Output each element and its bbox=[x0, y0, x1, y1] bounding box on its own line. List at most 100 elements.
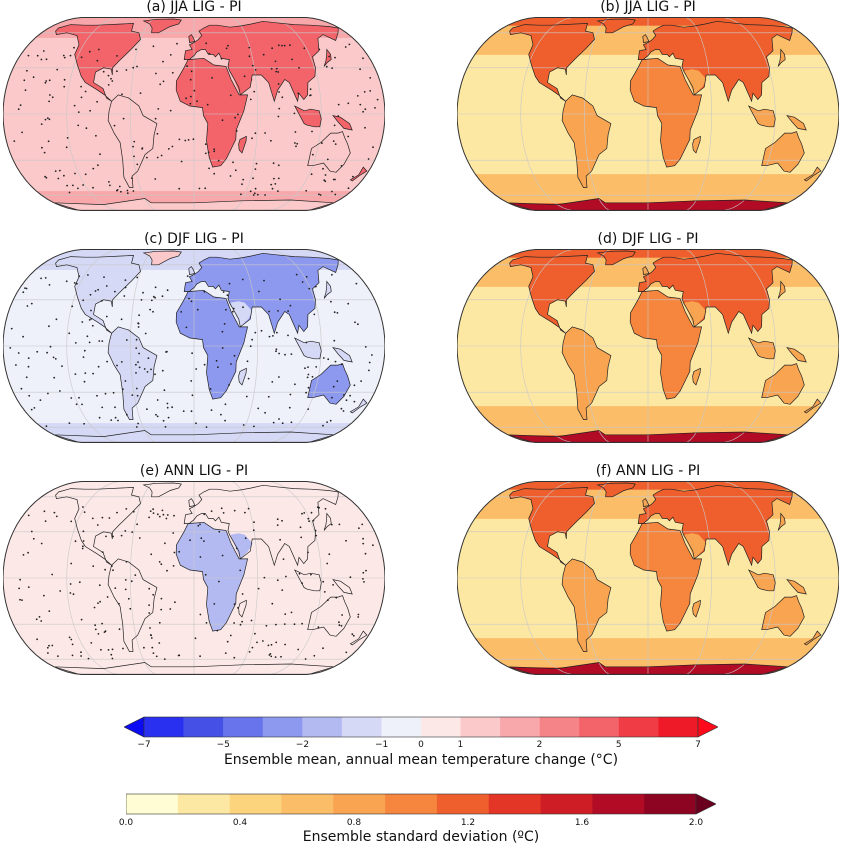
land-fill-eurasia bbox=[184, 21, 339, 102]
stipple-dot bbox=[120, 318, 123, 321]
stipple-dot bbox=[362, 578, 364, 580]
stipple-dot bbox=[118, 185, 121, 188]
stipple-dot bbox=[164, 542, 166, 545]
stipple-dot bbox=[199, 655, 202, 658]
stipple-dot bbox=[224, 403, 227, 406]
stipple-dot bbox=[263, 576, 266, 579]
land-fill-australia bbox=[761, 363, 805, 405]
stipple-dot bbox=[77, 111, 80, 113]
stipple-dot bbox=[82, 299, 85, 302]
stipple-dot bbox=[210, 409, 213, 411]
coastline-madagascar bbox=[692, 135, 701, 154]
stipple-dot bbox=[293, 623, 296, 626]
stipple-dot bbox=[88, 50, 91, 53]
stipple-dot bbox=[56, 68, 59, 71]
colorbar-swatch bbox=[281, 794, 334, 814]
stipple-dot bbox=[283, 623, 286, 625]
stipple-dot bbox=[63, 85, 66, 88]
stipple-dot bbox=[85, 127, 88, 130]
stipple-dot bbox=[198, 187, 201, 190]
stipple-dot bbox=[132, 190, 135, 192]
stipple-dot bbox=[368, 369, 370, 372]
stipple-dot bbox=[270, 655, 273, 658]
land-fill-north-america bbox=[509, 255, 595, 334]
stipple-dot bbox=[98, 340, 101, 342]
stipple-dot bbox=[177, 654, 180, 657]
stipple-dot bbox=[84, 173, 87, 176]
stipple-dot bbox=[213, 150, 216, 153]
stipple-dot bbox=[48, 100, 50, 103]
stipple-dot bbox=[154, 296, 157, 299]
stipple-dot bbox=[97, 164, 99, 167]
stipple-dot bbox=[270, 183, 273, 186]
stipple-dot bbox=[349, 576, 352, 579]
colorbar-swatch bbox=[436, 794, 490, 814]
stipple-dot bbox=[305, 275, 308, 278]
stipple-dot bbox=[283, 44, 286, 47]
map-e bbox=[3, 481, 385, 675]
stipple-dot bbox=[284, 643, 286, 646]
stipple-dot bbox=[63, 78, 66, 81]
gridline-lon bbox=[268, 249, 322, 443]
stipple-dot bbox=[97, 602, 99, 604]
stipple-dot bbox=[41, 146, 43, 149]
stipple-dot bbox=[132, 66, 135, 69]
stipple-dot bbox=[362, 537, 364, 540]
panel-title-d: (d) DJF LIG - PI bbox=[597, 231, 699, 247]
stipple-dot bbox=[228, 282, 231, 285]
stipple-dot bbox=[70, 397, 73, 399]
stipple-dot bbox=[359, 103, 362, 106]
stipple-dot bbox=[98, 584, 101, 587]
gridline-lon bbox=[268, 17, 322, 211]
stipple-dot bbox=[274, 60, 277, 63]
stipple-dot bbox=[155, 72, 157, 75]
stipple-dot bbox=[152, 310, 154, 313]
map-outline bbox=[457, 249, 839, 443]
map-d bbox=[457, 249, 839, 443]
stipple-dot bbox=[166, 569, 168, 572]
stipple-dot bbox=[351, 633, 354, 636]
stipple-dot bbox=[97, 288, 99, 291]
colorbar-swatch bbox=[540, 794, 593, 814]
stipple-dot bbox=[133, 140, 136, 143]
stipple-dot bbox=[110, 419, 113, 421]
coastline-new-guinea bbox=[786, 347, 807, 363]
stipple-dot bbox=[80, 618, 83, 621]
coastline-new-guinea bbox=[786, 579, 807, 595]
stipple-dot bbox=[326, 158, 329, 161]
stipple-dot bbox=[105, 535, 107, 538]
stipple-dot bbox=[146, 371, 149, 373]
stipple-dot bbox=[303, 512, 306, 514]
colorbar-mean-tick: 1 bbox=[457, 740, 464, 750]
stipple-dot bbox=[234, 116, 237, 119]
stipple-dot bbox=[93, 606, 96, 609]
colorbar-swatch bbox=[183, 717, 224, 737]
stipple-dot bbox=[80, 85, 82, 88]
stipple-dot bbox=[163, 658, 166, 660]
stipple-dot bbox=[82, 356, 85, 358]
stipple-dot bbox=[196, 308, 199, 311]
stipple-dot bbox=[272, 162, 275, 165]
stipple-dot bbox=[333, 339, 336, 342]
stipple-dot bbox=[275, 70, 278, 73]
stipple-dot bbox=[53, 511, 56, 514]
stipple-dot bbox=[48, 284, 51, 286]
colorbar-swatch bbox=[262, 717, 303, 737]
stipple-dot bbox=[318, 193, 320, 196]
stipple-dot bbox=[106, 596, 109, 598]
stipple-dot bbox=[334, 178, 336, 181]
land-fill-indonesia bbox=[294, 338, 322, 359]
stipple-dot bbox=[83, 349, 86, 352]
stipple-dot bbox=[332, 385, 335, 388]
coastline-north-america bbox=[509, 23, 595, 102]
land-fill-south-america bbox=[562, 94, 611, 188]
gridline-lon bbox=[685, 17, 713, 211]
stipple-dot bbox=[141, 148, 144, 150]
gridline-lon bbox=[66, 481, 120, 675]
stipple-dot bbox=[185, 326, 188, 329]
land-fill-uk bbox=[642, 34, 649, 43]
stipple-dot bbox=[152, 652, 155, 654]
stipple-dot bbox=[254, 69, 257, 71]
colorbar-mean-tick: −1 bbox=[375, 740, 389, 750]
stipple-dot bbox=[274, 656, 277, 658]
